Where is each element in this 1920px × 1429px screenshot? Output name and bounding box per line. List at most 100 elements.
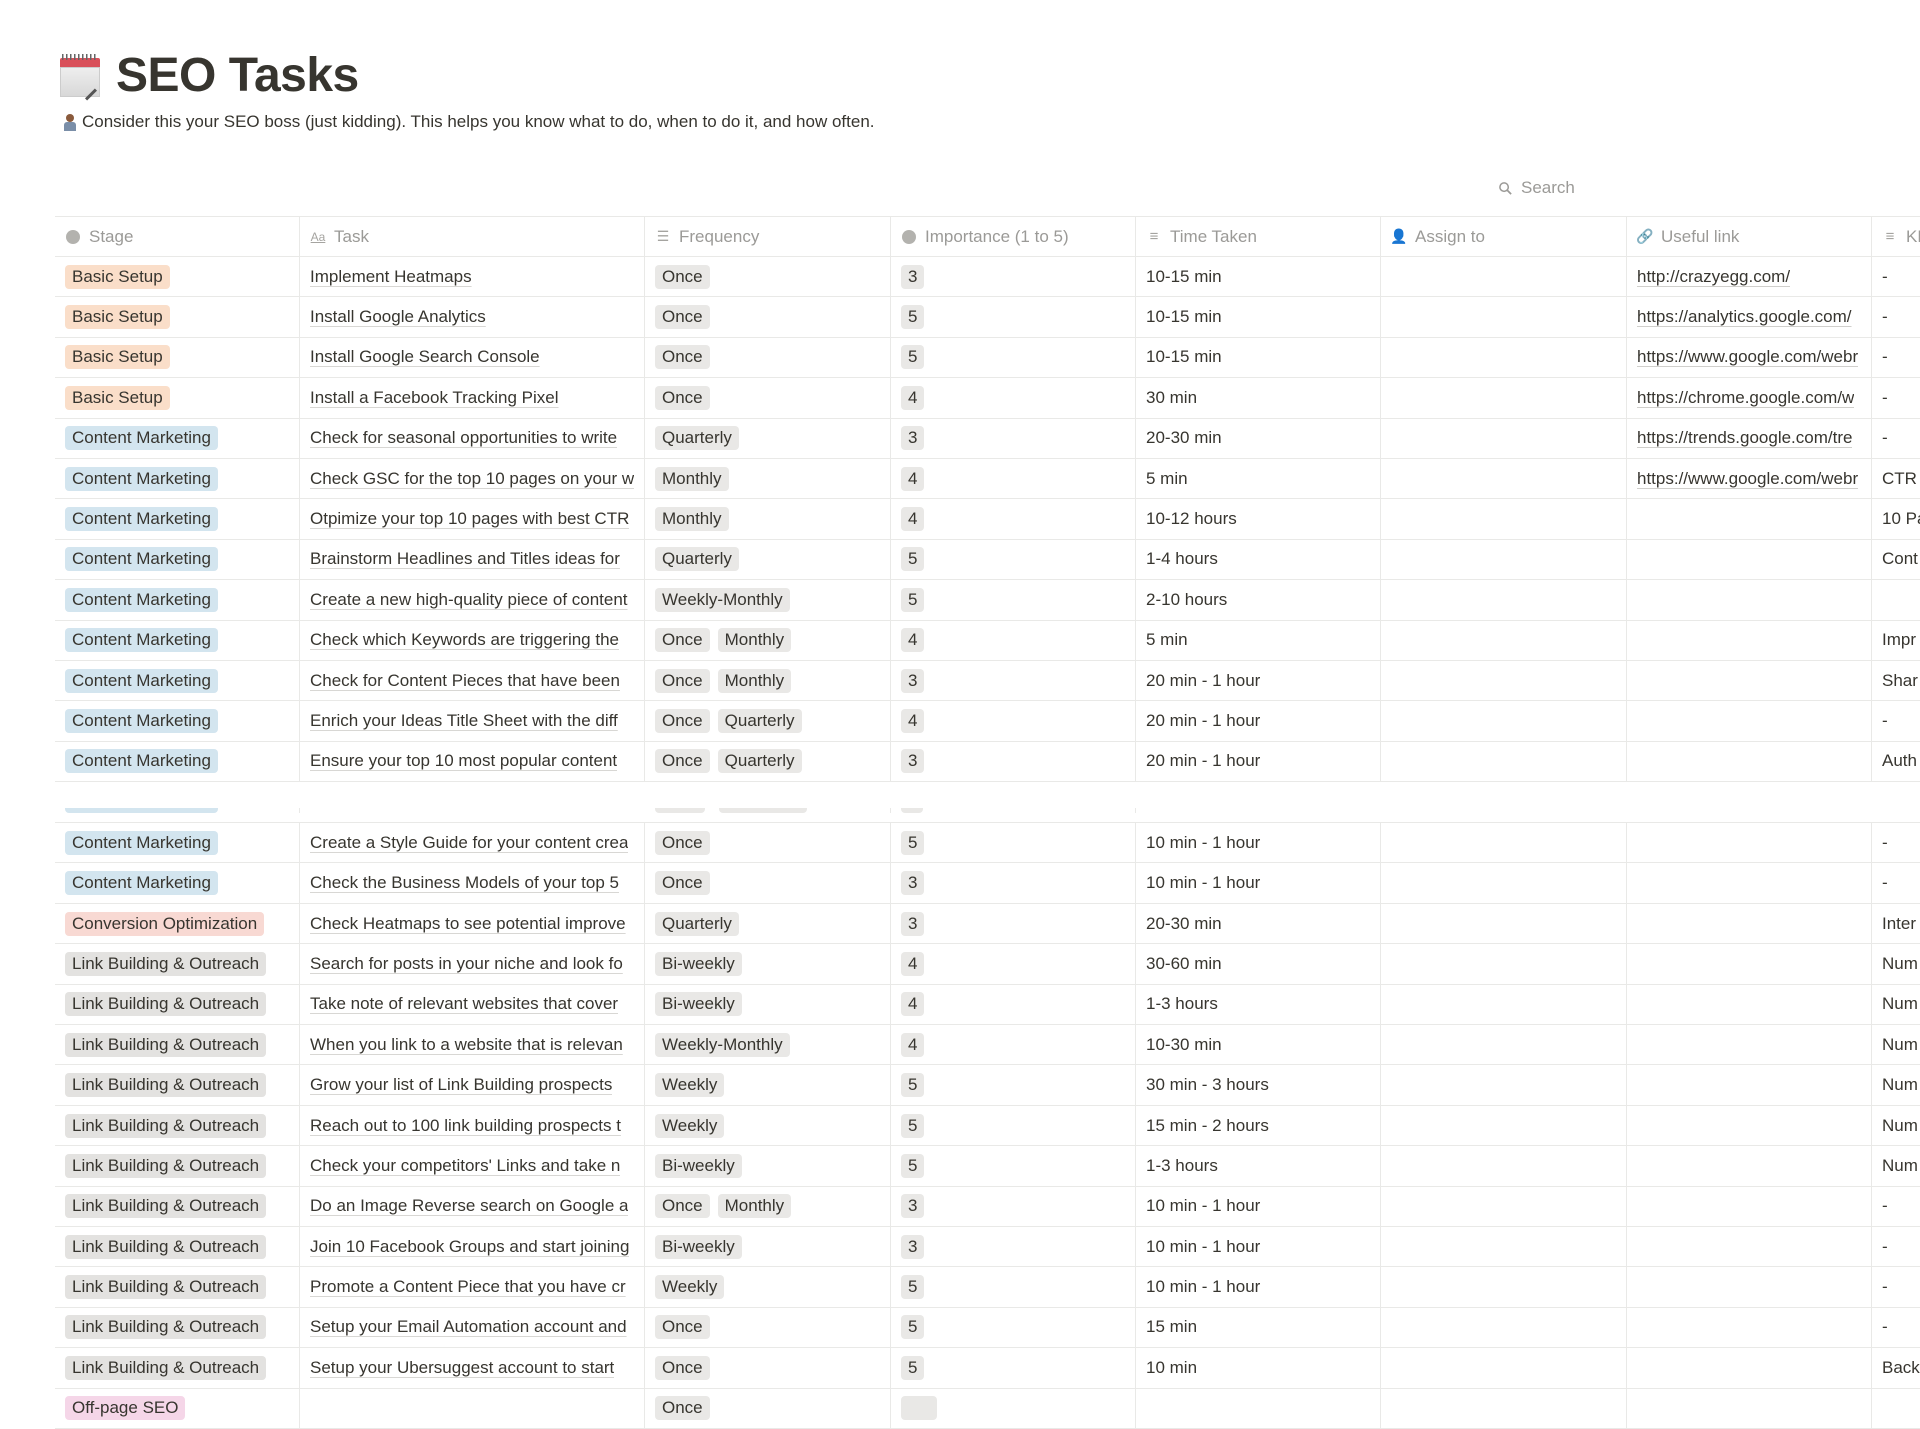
frequency-cell[interactable]: Once Quarterly [645,741,891,782]
useful-link-cell[interactable]: https://analytics.google.com/ [1627,297,1872,337]
table-row[interactable]: Basic Setup Install Google Search Console… [55,337,1920,379]
table-row[interactable]: Off-page SEO Once [55,1388,1920,1429]
time-taken-cell[interactable]: 20 min - 1 hour [1136,660,1381,701]
assign-to-cell[interactable] [1381,1065,1627,1105]
importance-cell[interactable]: 4 [891,701,1136,741]
task-title[interactable]: Reach out to 100 link building prospects… [310,1115,621,1135]
kpi-cell[interactable]: - [1872,1308,1920,1347]
time-taken-cell[interactable]: 30-60 min [1136,944,1381,984]
useful-link-cell[interactable] [1627,1226,1872,1267]
importance-cell[interactable]: 5 [891,1105,1136,1146]
useful-link-cell[interactable] [1627,944,1872,984]
time-taken-cell[interactable]: 10 min - 1 hour [1136,1267,1381,1307]
assign-to-cell[interactable] [1381,1186,1627,1226]
stage-cell[interactable]: Link Building & Outreach [55,1267,300,1307]
stage-cell[interactable]: Content Marketing [55,741,300,782]
stage-cell[interactable]: Link Building & Outreach [55,1105,300,1146]
useful-link-cell[interactable]: https://www.google.com/webr [1627,458,1872,499]
time-taken-cell[interactable]: 10-15 min [1136,257,1381,297]
stage-cell[interactable]: Content Marketing [55,620,300,660]
kpi-cell[interactable]: - [1872,378,1920,417]
frequency-cell[interactable]: Monthly [645,499,891,539]
task-title[interactable]: Setup your Ubersuggest account to start [310,1357,615,1377]
time-taken-cell[interactable]: 10 min [1136,1348,1381,1388]
frequency-cell[interactable]: Once [645,297,891,337]
frequency-cell[interactable]: Once [645,337,891,378]
task-cell[interactable]: Check Heatmaps to see potential improve [300,903,645,944]
table-row[interactable]: Content Marketing Enrich your Ideas Title… [55,701,1920,742]
table-row[interactable]: Content Marketing Create a new high-quali… [55,580,1920,621]
kpi-cell[interactable]: CTR [1872,459,1920,498]
kpi-cell[interactable]: - [1872,701,1920,740]
time-taken-cell[interactable]: 5 min [1136,620,1381,660]
time-taken-cell[interactable]: 1-3 hours [1136,1146,1381,1186]
importance-cell[interactable]: 4 [891,378,1136,418]
useful-link-cell[interactable] [1627,1267,1872,1307]
useful-link-cell[interactable]: http://crazyegg.com/ [1627,257,1872,297]
useful-link[interactable]: https://www.google.com/webr [1637,347,1859,367]
importance-cell[interactable]: 4 [891,984,1136,1025]
time-taken-cell[interactable]: 10 min - 1 hour [1136,863,1381,903]
task-cell[interactable]: Otpimize your top 10 pages with best CTR [300,499,645,539]
importance-cell[interactable]: 3 [891,741,1136,782]
assign-to-cell[interactable] [1381,1226,1627,1267]
importance-cell[interactable]: 3 [891,1186,1136,1226]
task-cell[interactable]: Brainstorm Headlines and Titles ideas fo… [300,539,645,580]
time-taken-cell[interactable]: 30 min - 3 hours [1136,1065,1381,1105]
task-title[interactable]: When you link to a website that is relev… [310,1034,623,1054]
task-title[interactable]: Otpimize your top 10 pages with best CTR [310,509,630,529]
task-cell[interactable]: Search for posts in your niche and look … [300,944,645,984]
kpi-cell[interactable]: - [1872,297,1920,336]
importance-cell[interactable]: 5 [891,1348,1136,1388]
time-taken-cell[interactable]: 10-30 min [1136,1025,1381,1065]
useful-link-cell[interactable] [1627,1348,1872,1388]
importance-cell[interactable]: 5 [891,1146,1136,1186]
time-taken-cell[interactable]: 20-30 min [1136,903,1381,944]
kpi-cell[interactable]: - [1872,1187,1920,1226]
frequency-cell[interactable]: Once [645,823,891,863]
frequency-cell[interactable]: Quarterly [645,539,891,580]
table-row[interactable]: Basic Setup Install a Facebook Tracking P… [55,378,1920,419]
stage-cell[interactable]: Content Marketing [55,499,300,539]
importance-cell[interactable]: 5 [891,1307,1136,1348]
assign-to-cell[interactable] [1381,944,1627,984]
assign-to-cell[interactable] [1381,1388,1627,1428]
importance-cell[interactable]: 3 [891,1226,1136,1267]
kpi-cell[interactable]: Back [1872,1348,1920,1387]
importance-cell[interactable]: 4 [891,1025,1136,1065]
kpi-cell[interactable]: - [1872,257,1920,296]
task-cell[interactable]: Install a Facebook Tracking Pixel [300,378,645,418]
column-header-time-taken[interactable]: ≡ Time Taken [1136,217,1381,256]
stage-cell[interactable]: Link Building & Outreach [55,1226,300,1267]
frequency-cell[interactable]: Once [645,257,891,297]
useful-link-cell[interactable] [1627,539,1872,580]
task-title[interactable]: Check which Keywords are triggering the [310,630,619,650]
kpi-cell[interactable]: Cont [1872,540,1920,579]
frequency-cell[interactable]: Monthly [645,458,891,499]
useful-link-cell[interactable]: https://chrome.google.com/w [1627,378,1872,418]
useful-link[interactable]: http://crazyegg.com/ [1637,266,1791,286]
stage-cell[interactable]: Basic Setup [55,257,300,297]
kpi-cell[interactable]: Num [1872,985,1920,1024]
stage-cell[interactable]: Link Building & Outreach [55,1348,300,1388]
task-title[interactable]: Take note of relevant websites that cove… [310,994,619,1014]
table-row[interactable]: Link Building & Outreach Setup your Ubers… [55,1348,1920,1389]
kpi-cell[interactable]: Num [1872,1065,1920,1104]
time-taken-cell[interactable]: 20-30 min [1136,418,1381,458]
table-row[interactable]: Link Building & Outreach Take note of rel… [55,984,1920,1026]
task-cell[interactable]: Check which Keywords are triggering the [300,620,645,660]
column-header-assign-to[interactable]: 👤 Assign to [1381,217,1627,256]
assign-to-cell[interactable] [1381,378,1627,418]
kpi-cell[interactable]: Auth [1872,742,1920,781]
task-title[interactable]: Promote a Content Piece that you have cr [310,1277,626,1297]
useful-link-cell[interactable] [1627,1065,1872,1105]
task-cell[interactable]: Create a Style Guide for your content cr… [300,823,645,863]
table-row[interactable]: Link Building & Outreach Grow your list o… [55,1065,1920,1106]
task-title[interactable]: Check Heatmaps to see potential improve [310,913,626,933]
importance-cell[interactable]: 4 [891,458,1136,499]
time-taken-cell[interactable]: 20 min - 1 hour [1136,741,1381,782]
time-taken-cell[interactable]: 10 min - 1 hour [1136,823,1381,863]
importance-cell[interactable]: 3 [891,863,1136,903]
assign-to-cell[interactable] [1381,741,1627,782]
importance-cell[interactable]: 3 [891,418,1136,458]
